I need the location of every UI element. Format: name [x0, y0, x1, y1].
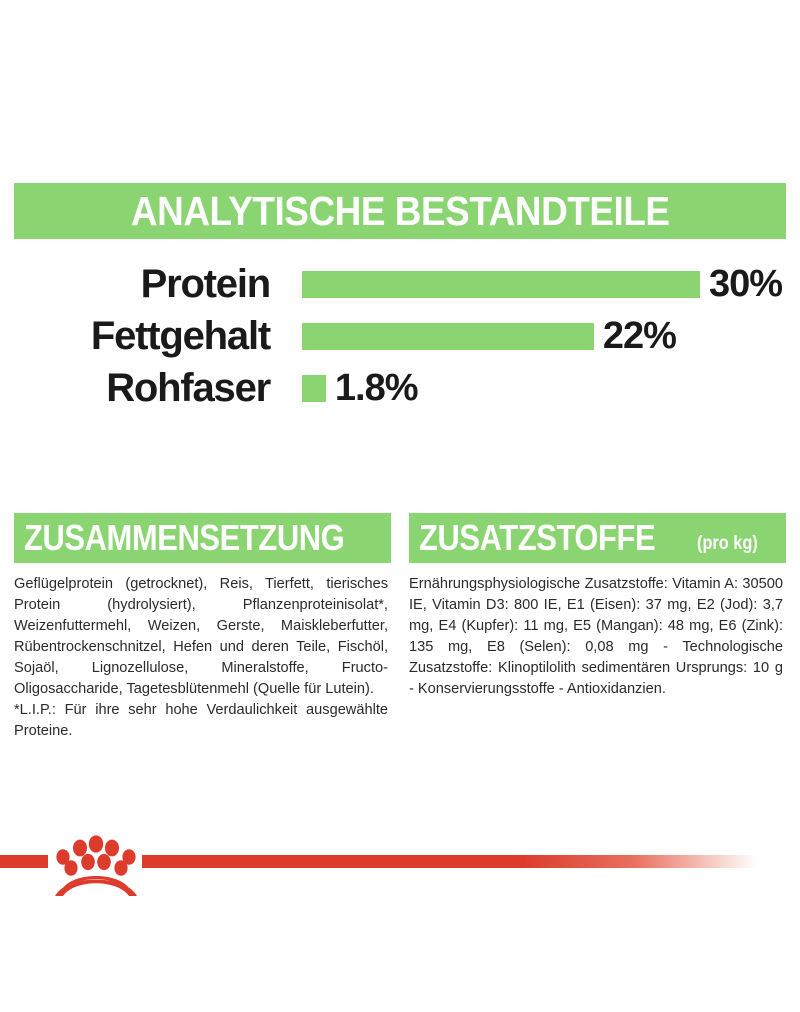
chart-row: Protein 30% [0, 258, 800, 310]
chart-bar [302, 270, 700, 298]
composition-heading: ZUSAMMENSETZUNG [24, 517, 345, 558]
chart-category-label: Fettgehalt [90, 314, 271, 358]
additives-subheading: (pro kg) [696, 532, 758, 554]
chart-bar-group: 30% [302, 263, 783, 305]
chart-bar [302, 322, 594, 350]
chart-category-label: Protein [140, 262, 272, 306]
chart-bar-group: 22% [302, 315, 677, 357]
additives-heading: ZUSATZSTOFFE [419, 517, 656, 558]
brand-stripe-right [142, 855, 757, 868]
chart-value-label: 30% [709, 263, 783, 305]
chart-row: Rohfaser 1.8% [0, 362, 800, 414]
footer-brand-band [0, 826, 800, 912]
analytical-constituents-banner: ANALYTISCHE BESTANDTEILE [14, 183, 786, 239]
analytical-constituents-chart: Protein 30% Fettgehalt 22% Rohfaser 1.8% [0, 258, 800, 414]
chart-bar-group: 1.8% [302, 369, 418, 407]
additives-banner: ZUSATZSTOFFE (pro kg) [409, 513, 786, 563]
chart-row: Fettgehalt 22% [0, 310, 800, 362]
additives-text: Ernährungsphysiologische Zusatzstoffe: V… [409, 576, 783, 697]
brand-stripe-left [0, 855, 48, 868]
analytical-constituents-heading: ANALYTISCHE BESTANDTEILE [130, 187, 670, 234]
chart-bar [302, 374, 326, 402]
chart-value-label: 22% [602, 315, 677, 357]
composition-text: Geflügelprotein (getrocknet), Reis, Tier… [14, 576, 388, 739]
chart-value-label: 1.8% [334, 367, 419, 409]
composition-banner: ZUSAMMENSETZUNG [14, 513, 391, 563]
royal-canin-crown-icon [55, 835, 137, 896]
chart-category-label: Rohfaser [106, 366, 271, 410]
